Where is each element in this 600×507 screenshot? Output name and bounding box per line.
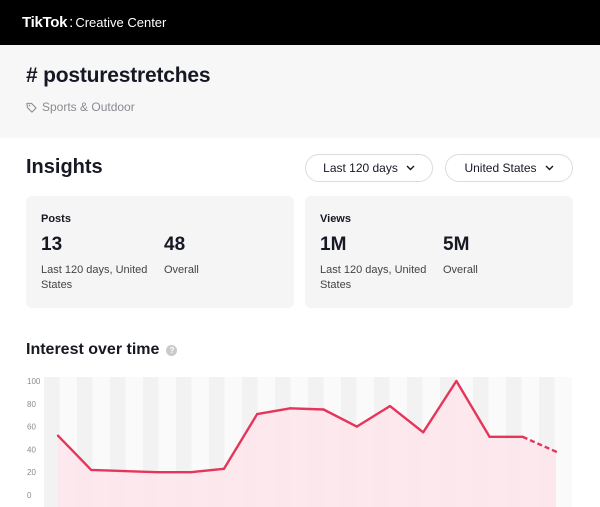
posts-overall-label: Overall bbox=[164, 264, 199, 276]
y-tick-label: 80 bbox=[27, 400, 36, 409]
data-point bbox=[521, 435, 524, 439]
interest-heading: Interest over time ? bbox=[26, 341, 178, 359]
data-point bbox=[156, 471, 159, 474]
chevron-down-icon bbox=[545, 165, 554, 171]
data-point bbox=[554, 450, 558, 453]
data-point bbox=[123, 469, 126, 473]
area-fill bbox=[58, 381, 556, 507]
y-tick-label: 0 bbox=[27, 491, 32, 500]
data-point bbox=[322, 408, 325, 411]
y-tick-label: 20 bbox=[27, 468, 36, 477]
top-bar: TikTok : Creative Center bbox=[0, 0, 600, 45]
data-point bbox=[422, 431, 425, 434]
data-point bbox=[256, 412, 259, 416]
views-card-title: Views bbox=[320, 213, 351, 225]
tiktok-logo[interactable]: TikTok bbox=[22, 14, 68, 31]
region-dropdown[interactable]: United States bbox=[445, 154, 573, 182]
data-point bbox=[355, 425, 358, 428]
hashtag-header: # posturestretches Sports & Outdoor bbox=[0, 45, 600, 138]
views-overall-label: Overall bbox=[443, 264, 478, 276]
product-name[interactable]: Creative Center bbox=[75, 15, 167, 30]
data-point bbox=[488, 435, 491, 439]
y-tick-label: 60 bbox=[27, 423, 36, 432]
interest-heading-text: Interest over time bbox=[26, 341, 160, 358]
views-recent-label: Last 120 days, United States bbox=[320, 264, 427, 291]
category-text: Sports & Outdoor bbox=[42, 100, 135, 114]
series-line-projected bbox=[522, 435, 557, 453]
logo-separator: : bbox=[69, 14, 74, 31]
help-icon[interactable]: ? bbox=[166, 344, 178, 356]
insights-heading: Insights bbox=[26, 156, 103, 178]
period-dropdown[interactable]: Last 120 days bbox=[305, 154, 433, 182]
category-label: Sports & Outdoor bbox=[26, 100, 135, 114]
period-dropdown-label: Last 120 days bbox=[323, 161, 398, 175]
tag-icon bbox=[26, 102, 37, 113]
region-dropdown-label: United States bbox=[464, 161, 537, 175]
views-card: Views 1M Last 120 days, United States 5M… bbox=[305, 196, 573, 308]
data-point bbox=[56, 434, 60, 437]
posts-card-title: Posts bbox=[41, 213, 71, 225]
data-point bbox=[289, 407, 292, 410]
posts-recent-label: Last 120 days, United States bbox=[41, 264, 148, 291]
data-point bbox=[189, 471, 192, 474]
data-point bbox=[222, 467, 226, 470]
chevron-down-icon bbox=[406, 165, 415, 171]
interest-chart: 100 80 60 40 20 0 bbox=[27, 377, 572, 507]
posts-overall-value: 48 bbox=[164, 234, 186, 255]
data-point bbox=[455, 379, 458, 383]
views-overall-value: 5M bbox=[443, 234, 470, 255]
y-tick-label: 100 bbox=[27, 377, 41, 386]
posts-card: Posts 13 Last 120 days, United States 48… bbox=[26, 196, 294, 308]
y-tick-label: 40 bbox=[27, 445, 36, 454]
hashtag-title: # posturestretches bbox=[26, 64, 211, 87]
grid-band bbox=[44, 377, 60, 507]
views-recent-value: 1M bbox=[320, 234, 347, 255]
data-point bbox=[90, 468, 93, 472]
data-point bbox=[388, 404, 392, 408]
posts-recent-value: 13 bbox=[41, 234, 63, 255]
